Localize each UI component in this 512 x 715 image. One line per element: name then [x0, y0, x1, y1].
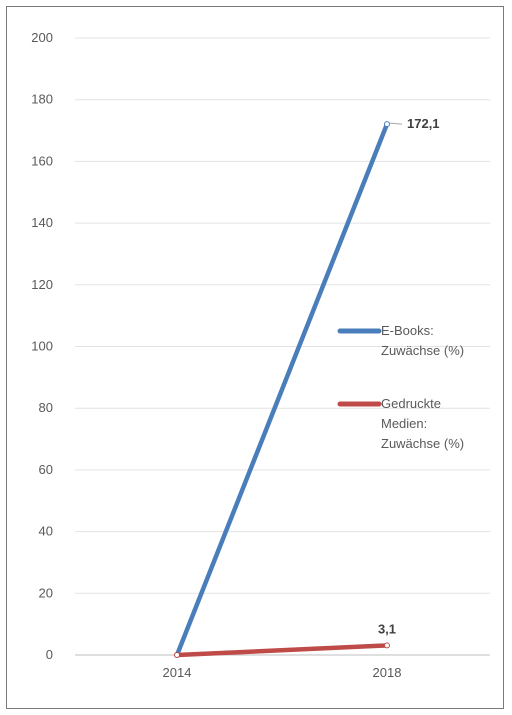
- data-labels: 172,1 3,1: [378, 116, 440, 636]
- y-tick-label: 0: [46, 647, 53, 662]
- legend-label: Zuwächse (%): [381, 343, 464, 358]
- data-label: 172,1: [407, 116, 440, 131]
- x-tick-label: 2014: [163, 665, 192, 680]
- x-axis: 2014 2018: [163, 665, 402, 680]
- y-tick-label: 20: [39, 585, 53, 600]
- legend-label: Gedruckte: [381, 396, 441, 411]
- legend-label: E-Books:: [381, 323, 434, 338]
- y-tick-label: 40: [39, 524, 53, 539]
- y-tick-label: 60: [39, 462, 53, 477]
- y-axis: 0 20 40 60 80 100 120 140 160 180 200: [31, 30, 53, 662]
- data-label: 3,1: [378, 621, 396, 636]
- data-point: [384, 642, 390, 649]
- data-point: [384, 121, 390, 128]
- x-tick-label: 2018: [373, 665, 402, 680]
- legend-label: Medien:: [381, 416, 427, 431]
- series-lines: [174, 121, 390, 658]
- series-line-1: [174, 121, 390, 658]
- y-tick-label: 180: [31, 92, 53, 107]
- legend-label: Zuwächse (%): [381, 436, 464, 451]
- label-leader: [389, 122, 403, 125]
- y-tick-label: 200: [31, 30, 53, 45]
- y-tick-label: 160: [31, 153, 53, 168]
- data-point: [174, 652, 180, 658]
- y-tick-label: 140: [31, 215, 53, 230]
- legend: E-Books: Zuwächse (%) Gedruckte Medien: Zuwä…: [337, 323, 464, 451]
- y-tick-label: 100: [31, 339, 53, 354]
- y-tick-label: 120: [31, 277, 53, 292]
- series-line-2: [174, 643, 390, 658]
- gridlines: [75, 37, 490, 656]
- y-tick-label: 80: [39, 400, 53, 415]
- chart-frame: [6, 6, 504, 709]
